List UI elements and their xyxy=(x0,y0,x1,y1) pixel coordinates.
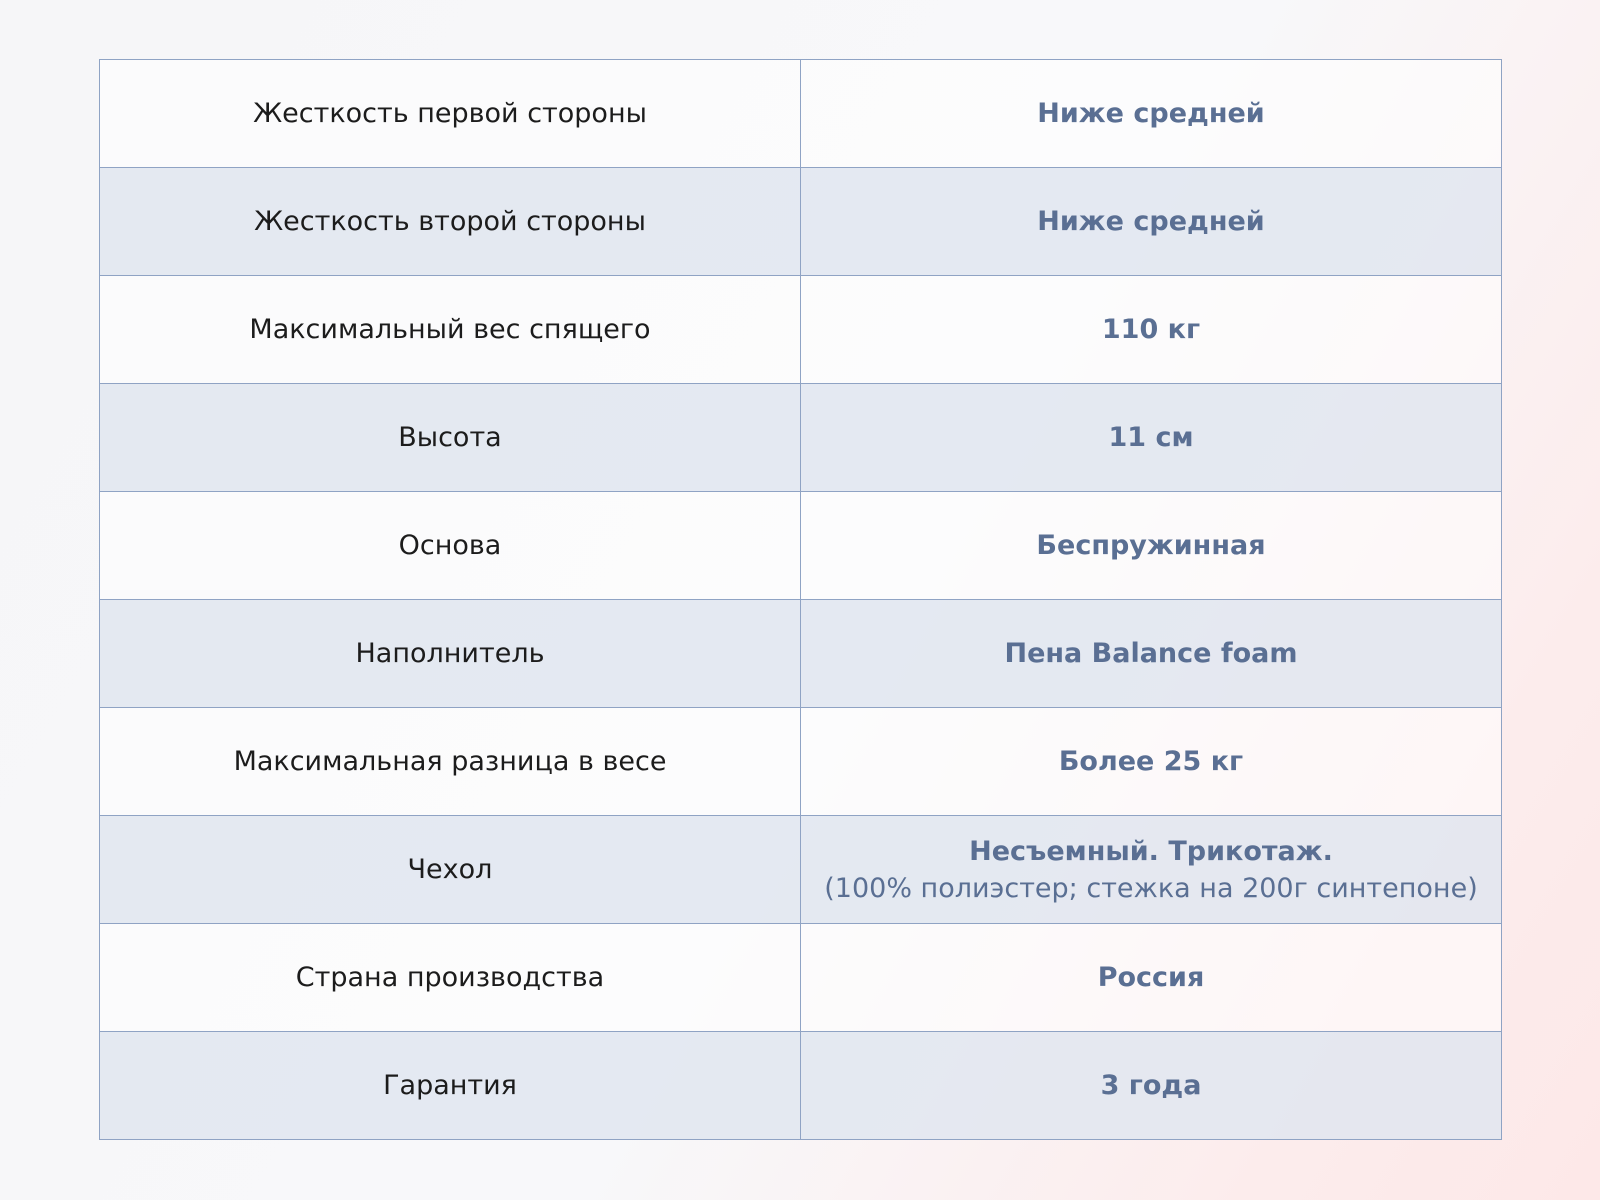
spec-value: Несъемный. Трикотаж. xyxy=(969,835,1333,867)
spec-value-cell: Беспружинная xyxy=(800,491,1502,600)
spec-value: 110 кг xyxy=(1101,314,1201,345)
spec-value: 11 см xyxy=(1108,422,1194,453)
spec-value: Ниже средней xyxy=(1037,206,1265,237)
spec-value-cell: Ниже средней xyxy=(800,167,1502,276)
spec-value-cell: 3 года xyxy=(800,1031,1502,1140)
specs-table: Жесткость первой стороны Ниже средней Жест… xyxy=(99,59,1502,1140)
table-row: Максимальный вес спящего 110 кг xyxy=(99,275,1502,384)
table-row: Основа Беспружинная xyxy=(99,491,1502,600)
spec-value: Россия xyxy=(1097,962,1205,993)
spec-label: Наполнитель xyxy=(99,599,801,708)
spec-value-cell: 110 кг xyxy=(800,275,1502,384)
spec-value: Беспружинная xyxy=(1036,530,1266,561)
spec-value-cell: 11 см xyxy=(800,383,1502,492)
spec-note: (100% полиэстер; стежка на 200г синтепон… xyxy=(824,872,1478,904)
table-row: Чехол Несъемный. Трикотаж. (100% полиэстер… xyxy=(99,815,1502,924)
spec-value-cell: Более 25 кг xyxy=(800,707,1502,816)
spec-label: Высота xyxy=(99,383,801,492)
spec-label: Жесткость первой стороны xyxy=(99,59,801,168)
spec-value-cell: Россия xyxy=(800,923,1502,1032)
spec-label: Жесткость второй стороны xyxy=(99,167,801,276)
table-row: Страна производства Россия xyxy=(99,923,1502,1032)
table-row: Высота 11 см xyxy=(99,383,1502,492)
spec-label: Максимальная разница в весе xyxy=(99,707,801,816)
spec-label: Гарантия xyxy=(99,1031,801,1140)
table-row: Максимальная разница в весе Более 25 кг xyxy=(99,707,1502,816)
table-row: Жесткость второй стороны Ниже средней xyxy=(99,167,1502,276)
table-row: Гарантия 3 года xyxy=(99,1031,1502,1140)
spec-value: Более 25 кг xyxy=(1058,746,1244,777)
spec-value: Ниже средней xyxy=(1037,98,1265,129)
spec-value-cell: Несъемный. Трикотаж. (100% полиэстер; сте… xyxy=(800,815,1502,924)
table-row: Наполнитель Пена Balance foam xyxy=(99,599,1502,708)
spec-label: Основа xyxy=(99,491,801,600)
spec-value-cell: Ниже средней xyxy=(800,59,1502,168)
spec-value: 3 года xyxy=(1100,1070,1202,1101)
spec-label: Страна производства xyxy=(99,923,801,1032)
spec-label: Максимальный вес спящего xyxy=(99,275,801,384)
table-row: Жесткость первой стороны Ниже средней xyxy=(99,59,1502,168)
spec-value: Пена Balance foam xyxy=(1004,638,1298,669)
spec-value-cell: Пена Balance foam xyxy=(800,599,1502,708)
spec-label: Чехол xyxy=(99,815,801,924)
